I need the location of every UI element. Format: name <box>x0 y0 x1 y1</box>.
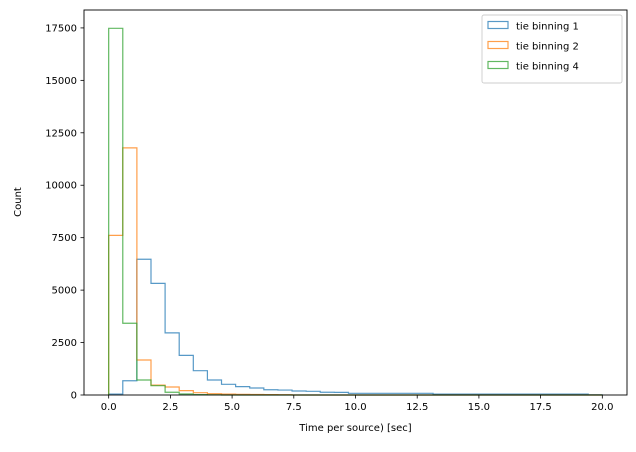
legend-label: tie binning 4 <box>516 62 579 73</box>
y-axis-label: Count <box>13 187 24 217</box>
x-tick-label: 7.5 <box>286 402 302 413</box>
x-tick-label: 20.0 <box>591 402 613 413</box>
x-tick-label: 12.5 <box>406 402 428 413</box>
y-tick-label: 7500 <box>52 233 77 244</box>
y-tick-label: 5000 <box>52 286 77 297</box>
x-tick-label: 2.5 <box>162 402 178 413</box>
legend-swatch <box>487 60 509 70</box>
legend: tie binning 1 tie binning 2 tie binning 4 <box>481 14 623 84</box>
x-axis-label: Time per source) [sec] <box>298 423 411 434</box>
legend-frame <box>481 14 623 84</box>
y-tick-label: 15000 <box>45 76 77 87</box>
x-axis: 0.0 2.5 5.0 7.5 10.0 12.5 15.0 17.5 20.0 <box>101 395 613 413</box>
y-tick-label: 2500 <box>52 338 77 349</box>
y-tick-label: 10000 <box>45 181 77 192</box>
histogram-series-2 <box>108 147 603 396</box>
histogram-series-1 <box>108 258 603 396</box>
x-tick-label: 17.5 <box>529 402 551 413</box>
x-tick-label: 15.0 <box>468 402 490 413</box>
legend-label: tie binning 1 <box>516 22 579 33</box>
x-tick-label: 5.0 <box>224 402 240 413</box>
x-tick-label: 10.0 <box>344 402 366 413</box>
y-tick-label: 0 <box>71 391 77 402</box>
x-tick-label: 0.0 <box>101 402 117 413</box>
legend-swatch <box>487 40 509 50</box>
legend-swatch <box>487 20 509 30</box>
y-tick-label: 12500 <box>45 128 77 139</box>
y-tick-label: 17500 <box>45 23 77 34</box>
y-axis: 0 2500 5000 7500 10000 12500 15000 17500 <box>45 23 84 402</box>
legend-label: tie binning 2 <box>516 42 579 53</box>
